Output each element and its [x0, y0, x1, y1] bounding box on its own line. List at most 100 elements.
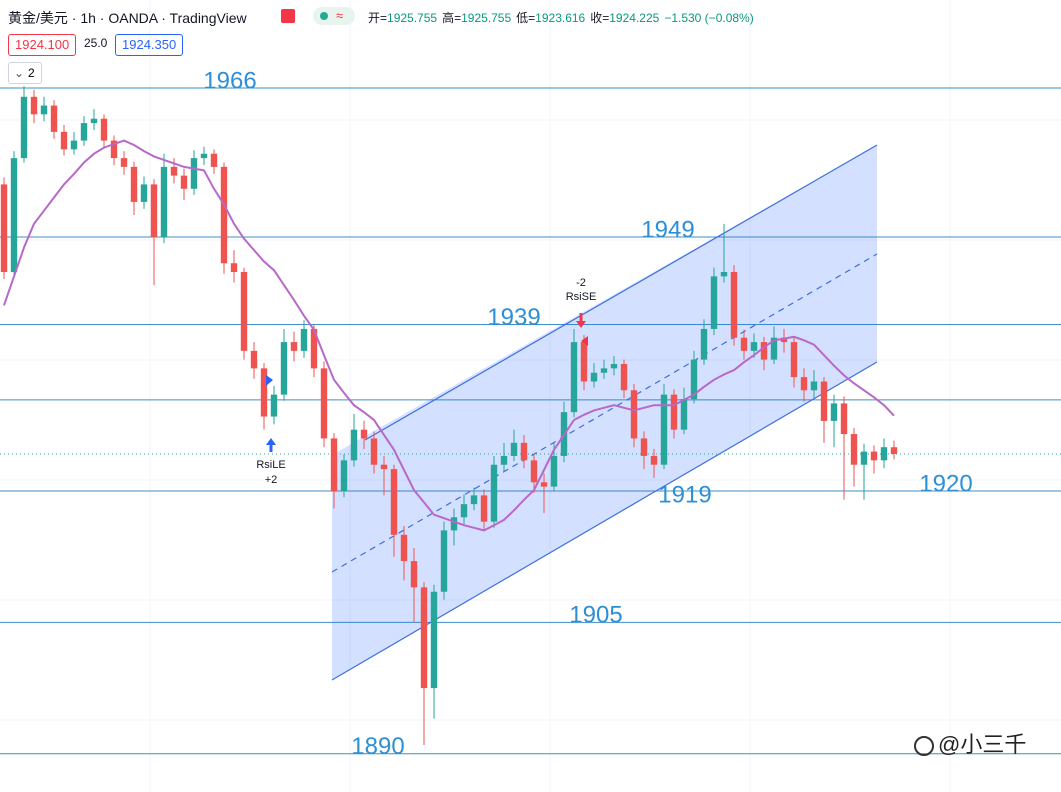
candle-body: [520, 442, 528, 461]
candle-body: [380, 464, 388, 470]
indicator-count: 2: [28, 66, 35, 80]
status-pill[interactable]: ≈: [313, 7, 355, 25]
level-label: 1920: [919, 470, 972, 497]
candle-body: [740, 337, 748, 351]
indicator-toggle[interactable]: ⌄ 2: [8, 62, 42, 84]
level-label: 1966: [203, 67, 256, 94]
signal-label: +2: [265, 474, 278, 486]
signal-marker: [266, 375, 273, 386]
candle-body: [330, 438, 338, 492]
candle-body: [540, 482, 548, 487]
candle-body: [230, 263, 238, 273]
signal-label: -2: [576, 277, 586, 289]
candle-body: [840, 403, 848, 435]
ohlc-value: 1923.616: [535, 11, 586, 25]
candle-body: [680, 399, 688, 430]
candle-body: [570, 342, 578, 413]
candle-body: [80, 123, 88, 141]
status-dot: [320, 12, 328, 20]
candle-body: [260, 368, 268, 417]
bid-box[interactable]: 1924.100: [8, 34, 77, 56]
candle-body: [200, 153, 208, 159]
signal-label: RsiSE: [566, 291, 597, 303]
candle-body: [880, 447, 888, 461]
long-arrow: [266, 438, 276, 452]
levels: 1966 1949 1939 1920 1905 1890: [0, 67, 1061, 760]
candle-body: [530, 460, 538, 483]
candle-body: [340, 460, 348, 492]
candle-body: [110, 140, 118, 159]
channel-fill: [332, 145, 877, 680]
candle-body: [670, 394, 678, 430]
candle-body: [850, 434, 858, 465]
signals: RsiLE +2 -2 RsiSE 1919: [256, 277, 711, 508]
candle-body: [830, 403, 838, 421]
ohlc-value: 1924.225: [609, 11, 660, 25]
candle-body: [360, 429, 368, 439]
channel-upper: [364, 144, 878, 441]
signal-label: RsiLE: [256, 459, 285, 471]
candle-body: [770, 337, 778, 360]
level-label: 1939: [487, 304, 540, 331]
candle-body: [270, 394, 278, 417]
candle-body: [590, 372, 598, 382]
candle-body: [140, 184, 148, 202]
candle-body: [30, 96, 38, 115]
watermark-text: @小三千: [938, 732, 1026, 757]
candle-body: [370, 438, 378, 465]
candle-body: [640, 438, 648, 456]
symbol: 黄金/美元 · 1h · OANDA · TradingView: [8, 10, 247, 26]
short-arrow: [576, 313, 586, 328]
ohlc-label: 高=: [442, 11, 462, 25]
candle-body: [750, 342, 758, 351]
candle-body: [800, 377, 808, 391]
watermark: @小三千: [914, 732, 1026, 757]
ohlc-label: 收=: [590, 11, 610, 25]
candle-body: [580, 342, 588, 382]
candle-body: [810, 381, 818, 391]
candle-body: [100, 118, 108, 141]
ohlc-value: 1925.755: [461, 11, 512, 25]
candle-body: [290, 342, 298, 351]
candle-body: [440, 530, 448, 592]
watermark-logo: [914, 736, 934, 756]
candle-body: [90, 118, 98, 124]
candles: [0, 86, 1061, 746]
level-label: 1890: [351, 733, 404, 760]
candle-body: [730, 272, 738, 338]
candle-body: [410, 561, 418, 588]
candle-body: [760, 342, 768, 360]
chevron: ⌄: [14, 66, 25, 80]
candle-body: [40, 105, 48, 115]
candle-body: [620, 363, 628, 391]
candle-body: [50, 105, 58, 132]
moving-average: [3, 139, 895, 532]
candle-body: [780, 337, 788, 343]
ohlc-label: 开=: [368, 11, 388, 25]
candle-body: [350, 429, 358, 461]
signal-marker: [581, 336, 588, 346]
candle-body: [400, 534, 408, 562]
candle-body: [220, 166, 228, 264]
ask-box[interactable]: 1924.350: [115, 34, 184, 56]
candle-body: [430, 591, 438, 689]
candle-body: [130, 166, 138, 202]
candle-body: [690, 359, 698, 400]
candle-body: [870, 451, 878, 461]
ohlc: 开=1925.755 高=1925.755 低=1923.616 收=1924.225…: [368, 9, 754, 26]
candle-body: [0, 184, 8, 273]
candle-body: [310, 328, 318, 369]
candle-body: [120, 158, 128, 167]
level-label: 1905: [569, 602, 622, 629]
candle-body: [630, 390, 638, 439]
candle-body: [180, 175, 188, 189]
candle-body: [460, 504, 468, 518]
ma-layer: [3, 139, 895, 532]
candle-body: [890, 447, 898, 454]
ohlc-label: 低=: [516, 11, 536, 25]
flag-icon[interactable]: [281, 9, 295, 23]
candle-body: [280, 342, 288, 395]
candle-body: [190, 158, 198, 189]
candle-body: [660, 394, 668, 465]
